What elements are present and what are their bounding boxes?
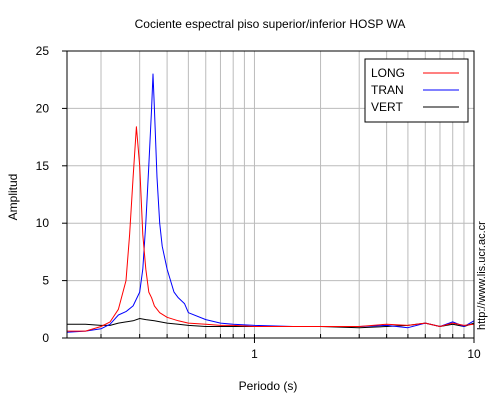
legend-label-long: LONG — [371, 66, 405, 80]
series-line-tran — [66, 73, 475, 333]
y-axis-label: Amplitud — [6, 174, 20, 221]
series-layer — [66, 73, 475, 333]
legend: LONG TRAN VERT — [364, 58, 469, 123]
x-tick-label: 10 — [467, 347, 481, 361]
y-tick-label: 15 — [36, 159, 50, 173]
y-tick-label: 20 — [36, 101, 50, 115]
watermark-url: http://www.lis.ucr.ac.cr — [476, 221, 488, 330]
axis-ticks: 0 5 10 15 20 25 1 10 — [36, 44, 481, 361]
y-tick-label: 5 — [42, 274, 49, 288]
y-tick-label: 10 — [36, 216, 50, 230]
y-tick-label: 25 — [36, 44, 50, 58]
series-line-long — [67, 126, 475, 332]
plot-frame — [66, 50, 475, 339]
legend-label-vert: VERT — [371, 100, 403, 114]
x-axis-label: Periodo (s) — [239, 379, 298, 393]
legend-label-tran: TRAN — [371, 83, 404, 97]
y-tick-label: 0 — [42, 331, 49, 345]
x-tick-label: 1 — [251, 347, 258, 361]
chart-title: Cociente espectral piso superior/inferio… — [135, 17, 406, 31]
